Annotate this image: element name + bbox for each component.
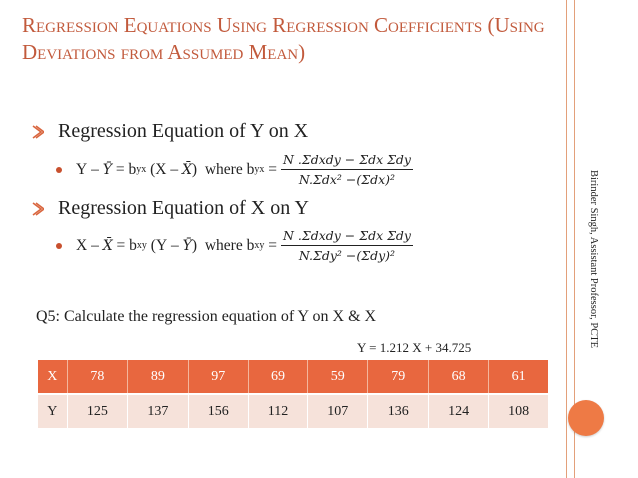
- table-cell: 79: [367, 360, 429, 394]
- table-cell: 89: [127, 360, 189, 394]
- coef-sub: xy: [136, 240, 147, 251]
- fraction: N .Σdxdy − Σdx Σdy N.Σdy² −(Σdy)²: [280, 228, 413, 263]
- lhs-var: X: [76, 236, 88, 254]
- where-text: where b: [204, 236, 255, 254]
- bullet-icon: [30, 124, 46, 139]
- author-label: Birinder Singh, Assistant Professor, PCT…: [588, 170, 599, 349]
- table-cell: 68: [428, 360, 490, 394]
- data-table: X 78 89 97 69 59 79 68 61 Y 125 137 156 …: [38, 360, 548, 428]
- lhs-var: Y: [76, 160, 88, 178]
- rhs-var: Y: [155, 236, 168, 254]
- denominator: N.Σdy² −(Σdy)²: [298, 248, 396, 263]
- table-cell: 69: [248, 360, 309, 394]
- row-label-x: X: [38, 360, 68, 394]
- bullet-dot-icon: [56, 166, 62, 173]
- section-heading: Regression Equation of X on Y: [58, 197, 309, 219]
- denominator: N.Σdx² −(Σdx)²: [298, 172, 396, 187]
- table-cell: 125: [67, 393, 129, 428]
- coef-sub: yx: [136, 164, 147, 175]
- frame-line-outer: [574, 0, 575, 478]
- section-heading: Regression Equation of Y on X: [58, 120, 309, 142]
- lhs-mean: X̄: [102, 237, 113, 254]
- table-cell: 97: [188, 360, 250, 394]
- table-cell: 156: [188, 393, 250, 428]
- table-cell: 108: [488, 393, 548, 428]
- table-cell: 137: [127, 393, 189, 428]
- rhs-mean: Ȳ: [182, 237, 192, 254]
- table-cell: 61: [488, 360, 548, 394]
- table-cell: 107: [307, 393, 369, 428]
- table-cell: 59: [307, 360, 369, 394]
- table-cell: 112: [248, 393, 309, 428]
- question-text: Q5: Calculate the regression equation of…: [36, 308, 377, 325]
- answer-text: Y = 1.212 X + 34.725: [357, 340, 472, 355]
- section-yx: Regression Equation of Y on X: [30, 120, 308, 143]
- rhs-mean: X̄: [181, 161, 192, 178]
- numerator: N .Σdxdy − Σdx Σdy: [280, 152, 413, 170]
- table-cell: 124: [428, 393, 490, 428]
- row-label-y: Y: [38, 393, 68, 428]
- fraction: N .Σdxdy − Σdx Σdy N.Σdx² −(Σdx)²: [280, 152, 413, 187]
- table-cell: 136: [367, 393, 429, 428]
- decorative-circle: [568, 400, 604, 436]
- lhs-mean: Ȳ: [102, 161, 112, 178]
- table-cell: 78: [67, 360, 129, 394]
- section-xy: Regression Equation of X on Y: [30, 197, 309, 220]
- frame-line-inner: [566, 0, 567, 478]
- table-row-x: X 78 89 97 69 59 79 68 61: [38, 360, 548, 394]
- coef: b: [129, 236, 137, 254]
- where-text: where b: [204, 160, 255, 178]
- bullet-dot-icon: [56, 242, 62, 249]
- formula-xy: X – X̄ = b xy (Y – Ȳ) where b xy = N .Σdxd…: [56, 228, 413, 263]
- bullet-icon: [30, 201, 46, 216]
- coef: b: [128, 160, 137, 178]
- rhs-var: X: [155, 160, 167, 178]
- slide-title: Regression Equations Using Regression Co…: [22, 13, 545, 64]
- table-row-y: Y 125 137 156 112 107 136 124 108: [38, 393, 548, 428]
- numerator: N .Σdxdy − Σdx Σdy: [280, 228, 413, 246]
- where-sub: xy: [254, 240, 265, 251]
- where-sub: yx: [254, 164, 265, 175]
- formula-yx: Y – Ȳ = b yx (X – X̄) where b yx = N .Σdxd…: [56, 152, 413, 187]
